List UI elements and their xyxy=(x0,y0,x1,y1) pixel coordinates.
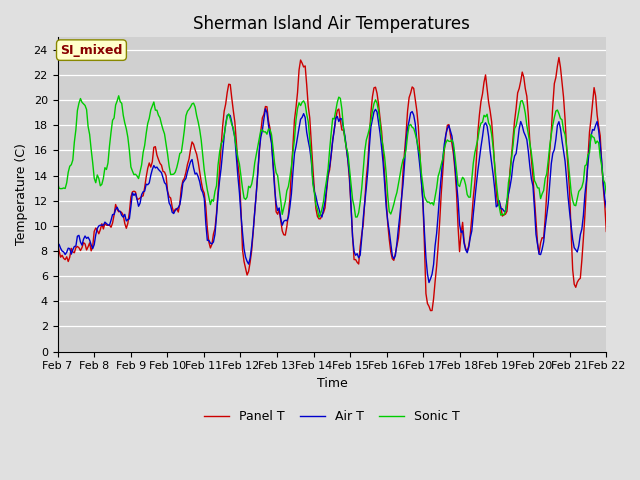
Air T xyxy=(236,190,243,196)
Sonic T xyxy=(575,189,582,194)
Panel T xyxy=(244,268,252,274)
Sonic T xyxy=(115,93,122,99)
Air T xyxy=(575,243,582,249)
Sonic T xyxy=(237,173,245,179)
Panel T xyxy=(294,90,301,96)
Air T xyxy=(295,125,303,131)
Sonic T xyxy=(246,185,254,191)
Panel T xyxy=(236,175,243,181)
Sonic T xyxy=(295,100,303,106)
X-axis label: Time: Time xyxy=(317,377,348,390)
Line: Sonic T: Sonic T xyxy=(58,96,606,217)
Air T xyxy=(54,242,61,248)
Sonic T xyxy=(122,126,130,132)
Panel T xyxy=(217,144,225,150)
Panel T xyxy=(54,240,61,246)
Legend: Panel T, Air T, Sonic T: Panel T, Air T, Sonic T xyxy=(199,405,465,428)
Panel T xyxy=(575,277,582,283)
Line: Panel T: Panel T xyxy=(58,58,606,311)
Air T xyxy=(121,212,129,217)
Sonic T xyxy=(315,215,323,220)
Air T xyxy=(602,204,610,210)
Panel T xyxy=(121,221,129,227)
Y-axis label: Temperature (C): Temperature (C) xyxy=(15,144,28,245)
Title: Sherman Island Air Temperatures: Sherman Island Air Temperatures xyxy=(193,15,470,33)
Panel T xyxy=(427,308,435,313)
Line: Air T: Air T xyxy=(58,109,606,283)
Air T xyxy=(425,280,433,286)
Air T xyxy=(262,106,269,112)
Sonic T xyxy=(602,191,610,197)
Panel T xyxy=(602,228,610,234)
Sonic T xyxy=(54,180,61,185)
Air T xyxy=(217,166,225,171)
Air T xyxy=(244,261,252,267)
Sonic T xyxy=(219,138,227,144)
Text: SI_mixed: SI_mixed xyxy=(60,44,123,57)
Panel T xyxy=(555,55,563,60)
